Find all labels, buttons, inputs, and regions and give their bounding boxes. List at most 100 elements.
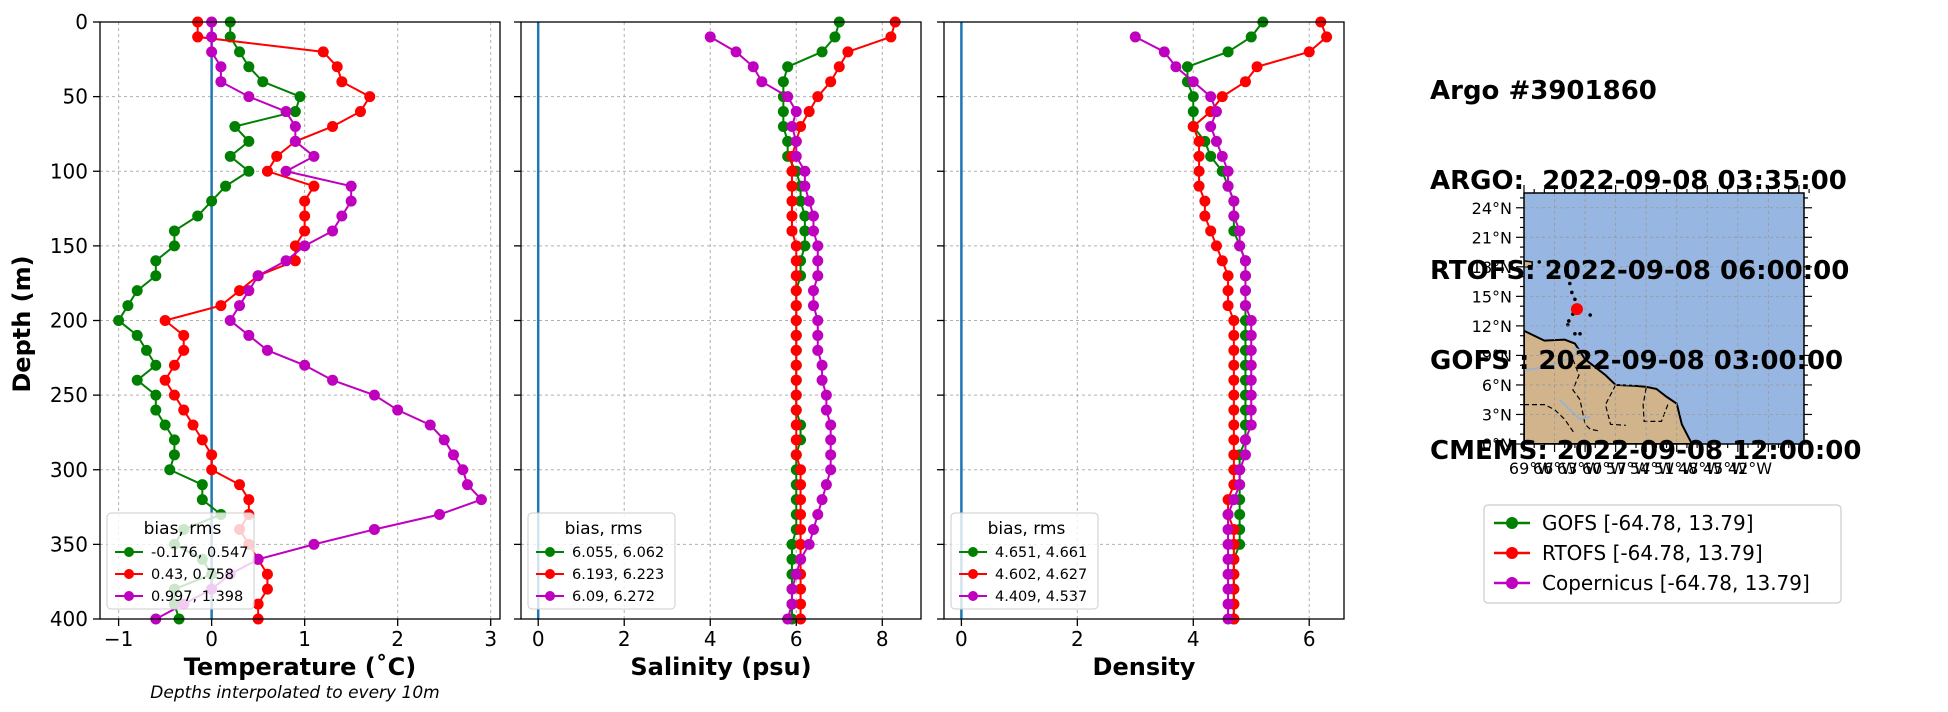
legend-box <box>950 512 1099 610</box>
island <box>1568 281 1572 286</box>
rtofs-point <box>1193 135 1205 147</box>
copernicus-point <box>1129 31 1141 43</box>
gofs-map-legend-label: GOFS [-64.78, 13.79] <box>1542 511 1754 535</box>
map-lon-label: 60°W <box>1582 459 1626 478</box>
map-lon-label: 42°W <box>1728 459 1772 478</box>
copernicus-point <box>336 210 348 222</box>
copernicus-point <box>1245 389 1257 401</box>
copernicus-point <box>1234 464 1246 476</box>
copernicus-point <box>1210 106 1222 118</box>
gofs-point <box>782 61 794 73</box>
gofs-map-legend-marker <box>1506 517 1518 529</box>
gofs-point <box>1222 46 1234 58</box>
island <box>1564 273 1569 278</box>
copernicus-point <box>807 210 819 222</box>
copernicus-point <box>1239 434 1251 446</box>
rtofs-point <box>1228 434 1240 446</box>
map-lat-label: 12°N <box>1472 317 1512 336</box>
x-tick-label: 2 <box>1071 627 1084 651</box>
gofs-legend-marker <box>968 547 978 557</box>
map-lon-label: 45°W <box>1703 459 1747 478</box>
copernicus-point <box>289 135 301 147</box>
island <box>1578 331 1582 336</box>
rtofs-point <box>1303 46 1315 58</box>
gofs-point <box>131 374 143 386</box>
copernicus-point <box>1158 46 1170 58</box>
rtofs-point <box>159 374 171 386</box>
copernicus-point <box>215 76 227 88</box>
gofs-legend-marker <box>124 547 134 557</box>
cmems-time: CMEMS: 2022-09-08 12:00:00 <box>1430 436 1862 466</box>
copernicus-point <box>1228 210 1240 222</box>
copernicus-point <box>1245 329 1257 341</box>
copernicus-point <box>392 404 404 416</box>
copernicus-point <box>368 523 380 535</box>
gofs-point <box>220 180 232 192</box>
rtofs-point <box>790 389 802 401</box>
gofs-point <box>159 419 171 431</box>
legend-title: bias, rms <box>144 519 222 539</box>
copernicus-point <box>812 344 824 356</box>
x-tick-label: 4 <box>704 627 717 651</box>
rtofs-point <box>842 46 854 58</box>
rtofs-point <box>1228 449 1240 461</box>
legend-title: bias, rms <box>988 519 1066 539</box>
rtofs-point <box>289 255 301 267</box>
legend-entry: 4.651, 4.661 <box>995 545 1087 561</box>
rtofs-point <box>261 165 273 177</box>
gofs-point <box>131 329 143 341</box>
rtofs-point <box>364 91 376 103</box>
rtofs-legend-marker <box>545 569 555 579</box>
gofs-point <box>799 240 811 252</box>
copernicus-point <box>799 180 811 192</box>
rtofs-point <box>1228 419 1240 431</box>
rtofs-point <box>243 494 255 506</box>
copernicus-point <box>1222 165 1234 177</box>
rtofs-point <box>159 315 171 326</box>
copernicus-point <box>807 225 819 237</box>
rtofs-point <box>803 106 815 118</box>
rtofs-point <box>1239 76 1251 88</box>
y-tick-label: 300 <box>50 458 88 482</box>
argo-location-marker <box>1570 303 1583 316</box>
copernicus-profile-line <box>1134 36 1253 619</box>
copernicus-point <box>1205 120 1217 132</box>
gofs-point <box>782 135 794 147</box>
copernicus-legend-marker <box>968 591 978 601</box>
rtofs-point <box>178 329 190 341</box>
copernicus-point <box>1245 315 1257 326</box>
rtofs-point <box>308 180 320 192</box>
interpolation-note: Depths interpolated to every 10m <box>150 683 439 703</box>
gofs-point <box>1181 61 1193 73</box>
rtofs-point <box>354 106 366 118</box>
legend-title: bias, rms <box>565 519 643 539</box>
copernicus-point <box>803 538 815 550</box>
gofs-point <box>1187 106 1199 118</box>
gofs-point <box>196 494 208 506</box>
rtofs-point <box>1228 374 1240 386</box>
x-tick-label: 6 <box>1303 627 1316 651</box>
rtofs-point <box>795 494 807 506</box>
rtofs-point <box>812 91 824 103</box>
rtofs-point <box>1210 240 1222 252</box>
rtofs-point <box>252 598 264 610</box>
gofs-point <box>1245 31 1257 43</box>
island <box>1537 260 1542 264</box>
copernicus-point <box>807 285 819 297</box>
x-tick-label: 2 <box>618 627 631 651</box>
rtofs-point <box>1251 61 1263 73</box>
rtofs-legend-marker <box>968 569 978 579</box>
legend-entry: -0.176, 0.547 <box>151 545 248 561</box>
rtofs-time: RTOFS: 2022-09-08 06:00:00 <box>1430 256 1850 286</box>
copernicus-point <box>790 135 802 147</box>
y-tick-label: 0 <box>75 10 88 34</box>
copernicus-point <box>206 46 218 58</box>
copernicus-point <box>1216 150 1228 162</box>
rtofs-point <box>1228 315 1240 326</box>
legend-entry: 4.602, 4.627 <box>995 567 1087 583</box>
temperature-profile-panel: −1 0 1 2 3 0 50 100 150 200 250 300 350 400 Temperatur… <box>50 10 501 681</box>
copernicus-point <box>1222 523 1234 535</box>
copernicus-point <box>1170 61 1182 73</box>
copernicus-point <box>308 538 320 550</box>
bias-rms-legend: bias, rms -0.176, 0.547 0.43, 0.758 0.997, … <box>106 512 255 610</box>
